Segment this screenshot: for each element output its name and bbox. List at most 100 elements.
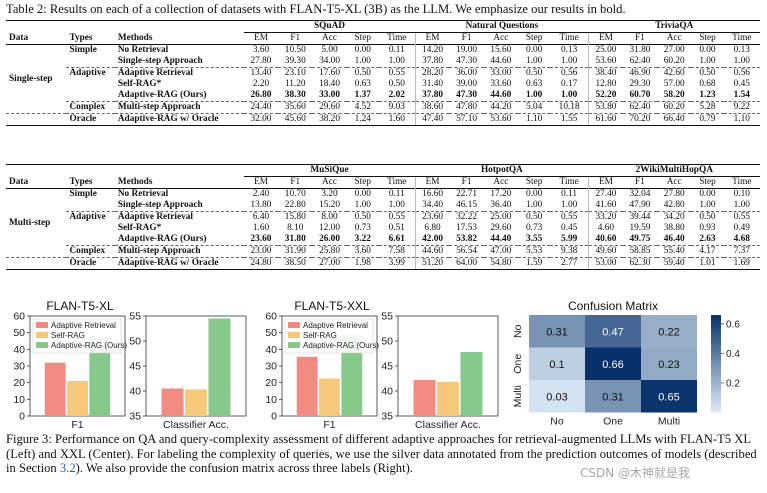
value-cell: 0.00: [517, 44, 551, 56]
value-cell: 5.28: [691, 101, 724, 114]
figure-caption-text-end: ). We also provide the confusion matrix …: [75, 461, 413, 475]
metric-header: Time: [387, 33, 407, 43]
value-cell: 8.00: [312, 211, 347, 223]
value-cell: 12.80: [588, 79, 623, 90]
type-cell: [66, 79, 114, 90]
value-cell: 15.60: [483, 44, 518, 56]
table-row: Self-RAG* 1.60 8.10 12.00 0.73 0.51 6.80 17.53 2…: [6, 223, 760, 234]
metric-header: Acc: [322, 177, 337, 187]
y-tick-label: 35: [129, 411, 141, 423]
metric-header: Time: [387, 177, 407, 187]
value-cell: 0.00: [346, 188, 379, 200]
data-column-header: Data: [9, 32, 29, 43]
value-cell: 0.00: [346, 44, 379, 56]
value-cell: 0.00: [517, 188, 551, 200]
value-cell: 10.50: [278, 44, 313, 56]
value-cell: 0.11: [378, 188, 416, 200]
value-cell: 64.00: [449, 257, 484, 270]
value-cell: 33.00: [483, 67, 518, 79]
value-cell: 3.99: [378, 257, 416, 270]
value-cell: 0.50: [517, 211, 551, 223]
blank-cell: [114, 20, 244, 33]
legend-label: Self-RAG: [303, 331, 337, 340]
type-cell: [66, 200, 114, 212]
value-cell: 31.80: [284, 234, 306, 244]
value-cell: 0.79: [691, 113, 724, 126]
value-cell: 0.00: [691, 188, 724, 200]
value-cell: 29.60: [312, 101, 347, 114]
value-cell: 0.00: [691, 44, 724, 56]
value-cell: 1.37: [354, 90, 371, 100]
dataset-header: TriviaQA: [588, 20, 760, 33]
value-cell: 1.01: [691, 257, 724, 270]
colorbar-tick-label: 0.4: [726, 349, 740, 360]
value-cell: 25.00: [483, 211, 518, 223]
value-cell: 1.69: [723, 257, 760, 270]
bar-adaptive-rag-ours-: [208, 318, 231, 416]
value-cell: 29.30: [629, 79, 651, 89]
metric-header: F1: [635, 177, 645, 187]
value-cell: 32.00: [243, 113, 279, 126]
value-cell: 2.63: [699, 234, 716, 244]
y-tick-label: 20: [13, 377, 25, 389]
value-cell: 18.40: [319, 79, 340, 89]
type-cell: Oracle: [66, 257, 115, 270]
blank-cell: [66, 20, 115, 33]
y-tick-label: 50: [381, 336, 393, 348]
heatmap-cell-value: 0.31: [602, 391, 623, 403]
table-row: Complex Multi-step Approach 24.40 35.60 29.6…: [6, 101, 760, 114]
value-cell: 26.80: [250, 90, 272, 100]
value-cell: 39.44: [622, 211, 658, 223]
legend-label: Adaptive-RAG (Ours): [51, 341, 127, 350]
table-row: Adaptive Adaptive Retrieval 13.40 23.10 17.6…: [6, 67, 760, 79]
x-tick-label: One: [603, 416, 623, 428]
value-cell: 5.99: [560, 234, 578, 244]
value-cell: 0.50: [346, 67, 379, 79]
value-cell: 44.60: [414, 245, 450, 258]
metric-header: Time: [559, 33, 579, 43]
section-link[interactable]: 3.2: [59, 461, 76, 475]
heatmap-cell-value: 0.65: [658, 391, 679, 403]
metric-header: Step: [699, 177, 716, 187]
value-cell: 1.00: [733, 56, 750, 66]
bar-adaptive-rag-ours-: [341, 335, 363, 416]
value-cell: 49.75: [629, 234, 651, 244]
value-cell: 9.03: [378, 101, 416, 114]
value-cell: 14.20: [414, 44, 450, 56]
value-cell: 42.00: [414, 234, 450, 246]
value-cell: 22.80: [284, 200, 306, 210]
value-cell: 46.40: [663, 234, 685, 244]
metric-header: Step: [699, 33, 716, 43]
value-cell: 33.60: [490, 79, 512, 89]
value-cell: 1.10: [723, 113, 760, 126]
value-cell: 9.38: [550, 245, 589, 258]
y-tick-label: No: [512, 324, 524, 338]
colorbar-tick-label: 0.2: [726, 378, 740, 389]
type-cell: Simple: [66, 188, 115, 200]
bar-chart-flan-t5-xl: FLAN-T5-XL 0 10 20 30 40 50 60 F1 Adaptive Retrie…: [13, 299, 247, 429]
value-cell: 38.60: [414, 101, 450, 114]
value-cell: 0.13: [550, 44, 589, 56]
type-cell: Oracle: [66, 113, 115, 126]
metric-header: EM: [254, 177, 268, 187]
type-cell: Complex: [66, 101, 115, 114]
results-table-single-step: SQuAD Natural Questions TriviaQA Data Types M…: [6, 20, 760, 126]
method-cell: Multi-step Approach: [114, 101, 244, 114]
methods-column-header: Methods: [117, 176, 153, 187]
table-row: Adaptive Adaptive Retrieval 6.40 15.80 8.00 0…: [6, 211, 760, 223]
x-category-label: Classifier Acc.: [163, 419, 229, 429]
value-cell: 39.30: [284, 56, 306, 66]
y-tick-label: 40: [129, 386, 141, 398]
value-cell: 46.90: [622, 67, 658, 79]
metric-header: EM: [588, 32, 623, 45]
y-tick-label: 50: [13, 327, 25, 339]
value-cell: 0.56: [550, 67, 589, 79]
value-cell: 38.30: [284, 90, 306, 100]
method-cell: Adaptive-RAG (Ours): [117, 234, 207, 244]
heatmap-cell: [529, 315, 585, 348]
blank-cell: [114, 164, 244, 177]
value-cell: 1.00: [699, 56, 716, 66]
y-tick-label: 40: [13, 344, 25, 356]
value-cell: 37.80: [414, 56, 450, 68]
